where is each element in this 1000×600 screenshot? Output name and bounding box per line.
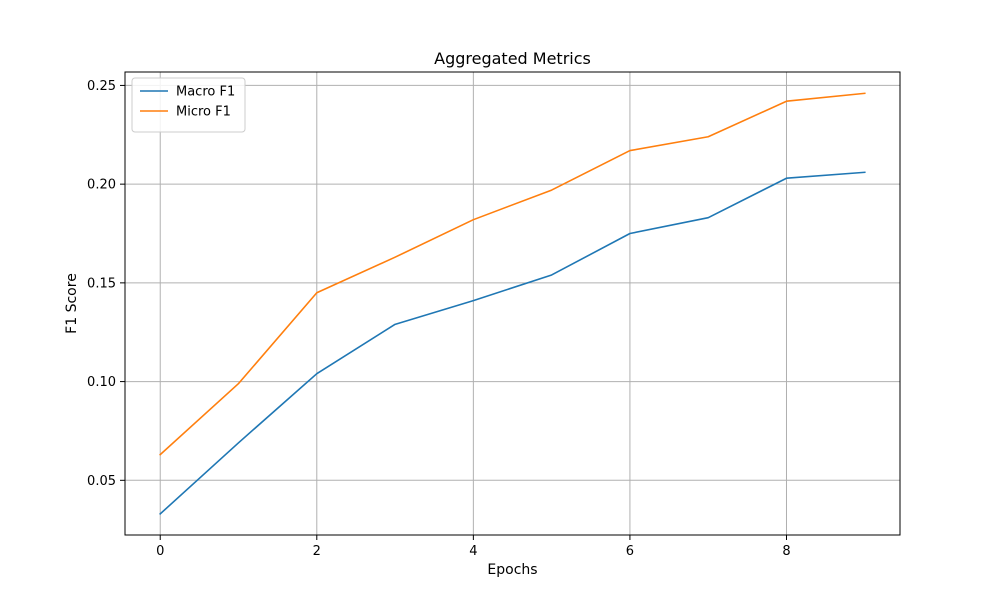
legend: Macro F1 Micro F1 [131, 77, 246, 133]
x-axis-ticks: 0 2 4 6 8 [156, 535, 791, 559]
y-tick-label: 0.05 [87, 474, 116, 489]
x-tick-label: 0 [156, 544, 164, 559]
chart-title: Aggregated Metrics [434, 49, 591, 68]
x-tick-label: 8 [782, 544, 790, 559]
y-tick-label: 0.25 [87, 79, 116, 94]
grid [125, 72, 900, 535]
legend-label: Micro F1 [176, 105, 231, 120]
legend-label: Macro F1 [176, 85, 235, 100]
series-lines [159, 92, 866, 516]
y-tick-label: 0.10 [87, 375, 116, 390]
x-tick-label: 2 [313, 544, 321, 559]
y-axis-ticks: 0.05 0.10 0.15 0.20 0.25 [87, 79, 125, 489]
y-axis-label: F1 Score [64, 273, 80, 334]
x-tick-label: 6 [626, 544, 634, 559]
series-line-1 [159, 92, 866, 456]
x-axis-label: Epochs [487, 562, 537, 578]
y-tick-label: 0.15 [87, 276, 116, 291]
series-line-0 [159, 171, 866, 516]
y-tick-label: 0.20 [87, 178, 116, 193]
x-tick-label: 4 [469, 544, 477, 559]
plot-frame [124, 71, 901, 536]
